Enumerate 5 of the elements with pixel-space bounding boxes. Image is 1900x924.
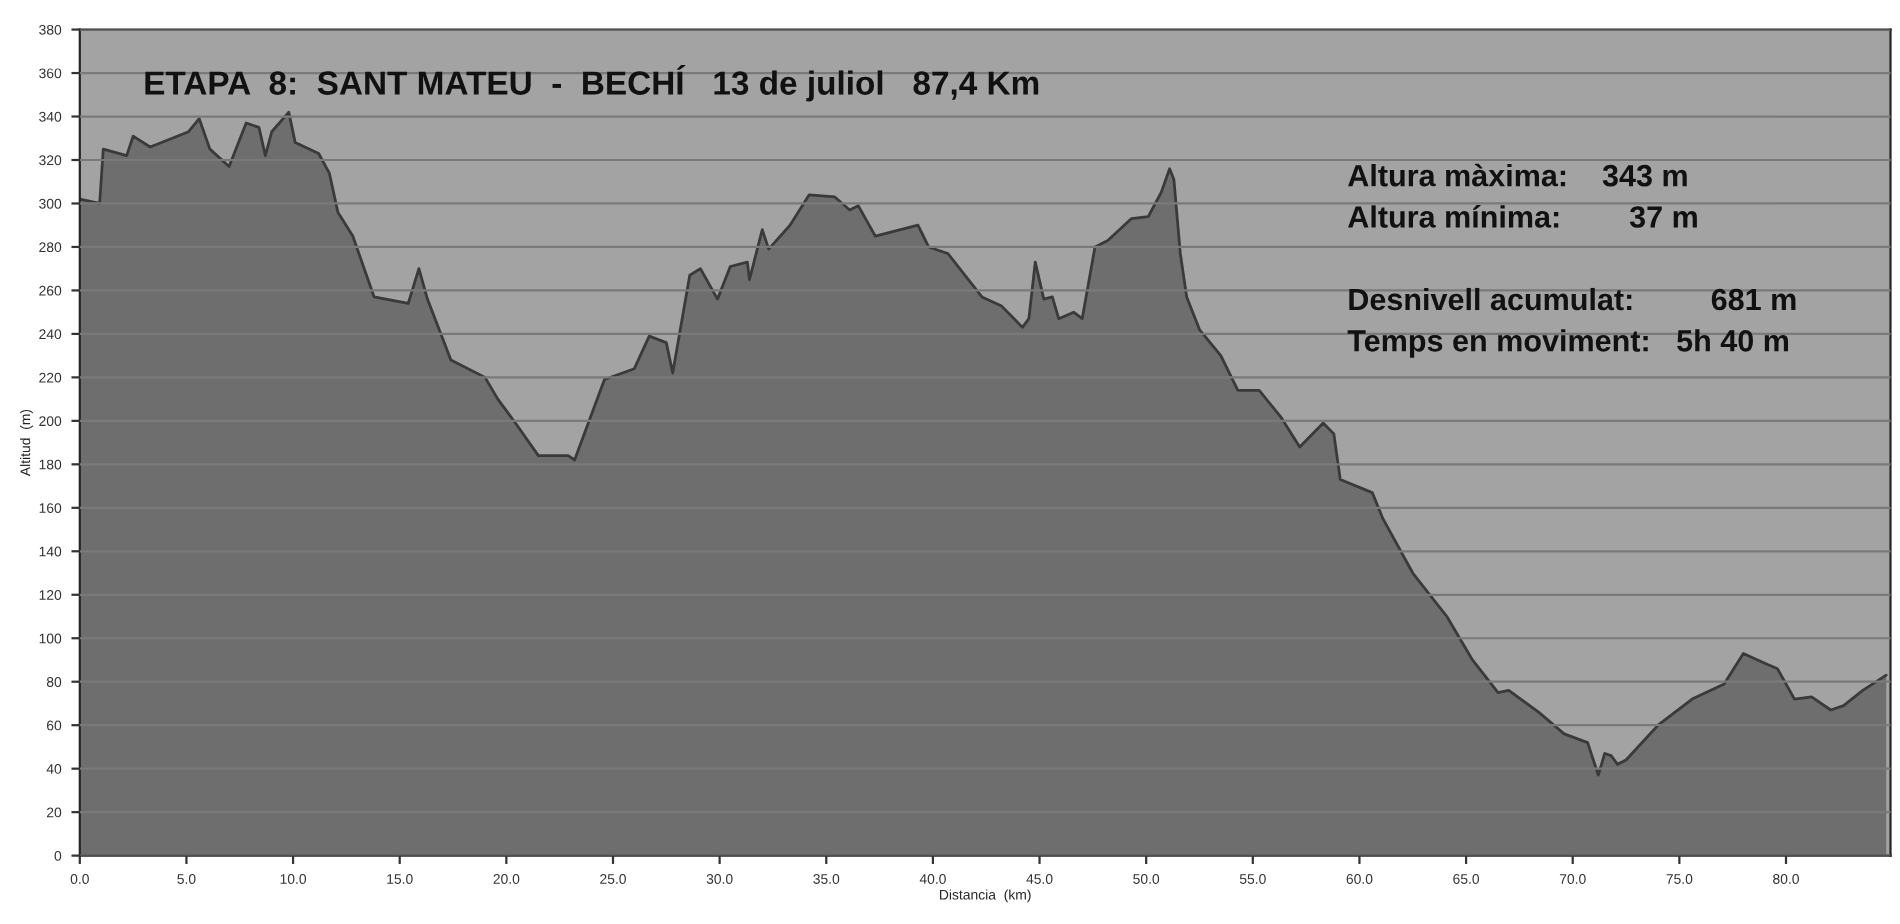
text: ETAPA 8: SANT MATEU - BECHÍ 13 de juliol 87,4 Km <box>145 65 1039 102</box>
annotation: Altura mínima: 37 m <box>1348 205 1697 228</box>
annotation: Altura màxima: 343 m <box>1348 163 1687 187</box>
annotation: Temps en moviment: 5h 40 m <box>1347 329 1789 358</box>
annotation: Desnivell acumulat: 681 m <box>1349 287 1796 311</box>
